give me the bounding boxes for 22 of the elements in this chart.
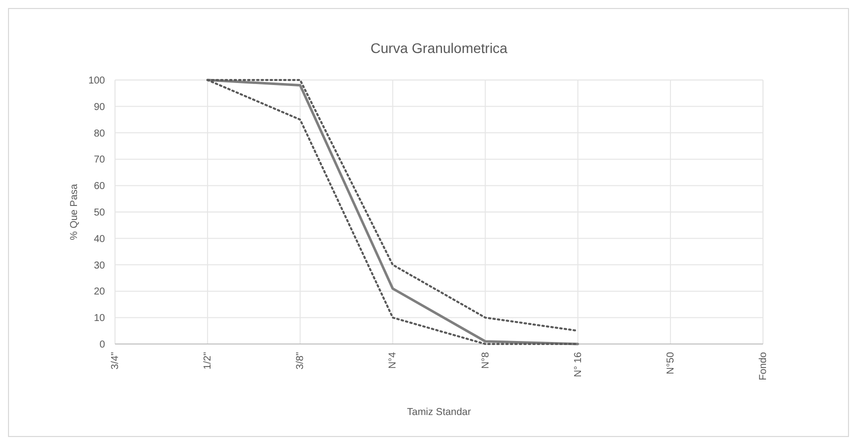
y-tick-label: 50 — [94, 208, 106, 218]
x-tick-label: N°50 — [665, 352, 676, 374]
y-tick-label: 90 — [94, 102, 106, 113]
x-tick-label: 1/2" — [202, 352, 214, 370]
chart-title: Curva Granulometrica — [370, 40, 508, 56]
y-tick-label: 40 — [94, 234, 106, 245]
y-tick-label: 30 — [94, 260, 106, 272]
y-tick-label: 0 — [99, 340, 106, 350]
x-tick-label: N°8 — [480, 352, 492, 369]
y-tick-label: 70 — [94, 154, 106, 166]
x-tick-label: Fondo — [758, 352, 769, 380]
x-tick-label: 3/8" — [295, 352, 306, 370]
y-tick-label: 100 — [88, 76, 106, 86]
y-tick-label: 10 — [94, 313, 106, 324]
x-axis-title: Tamiz Standar — [407, 407, 472, 418]
x-tick-label: N°4 — [388, 352, 399, 369]
x-tick-label: 3/4" — [110, 352, 121, 370]
y-tick-label: 80 — [94, 128, 106, 140]
y-axis-title: % Que Pasa — [69, 183, 80, 240]
y-tick-label: 20 — [94, 286, 106, 298]
x-tick-label: N° 16 — [572, 352, 584, 378]
y-tick-label: 60 — [94, 181, 106, 192]
